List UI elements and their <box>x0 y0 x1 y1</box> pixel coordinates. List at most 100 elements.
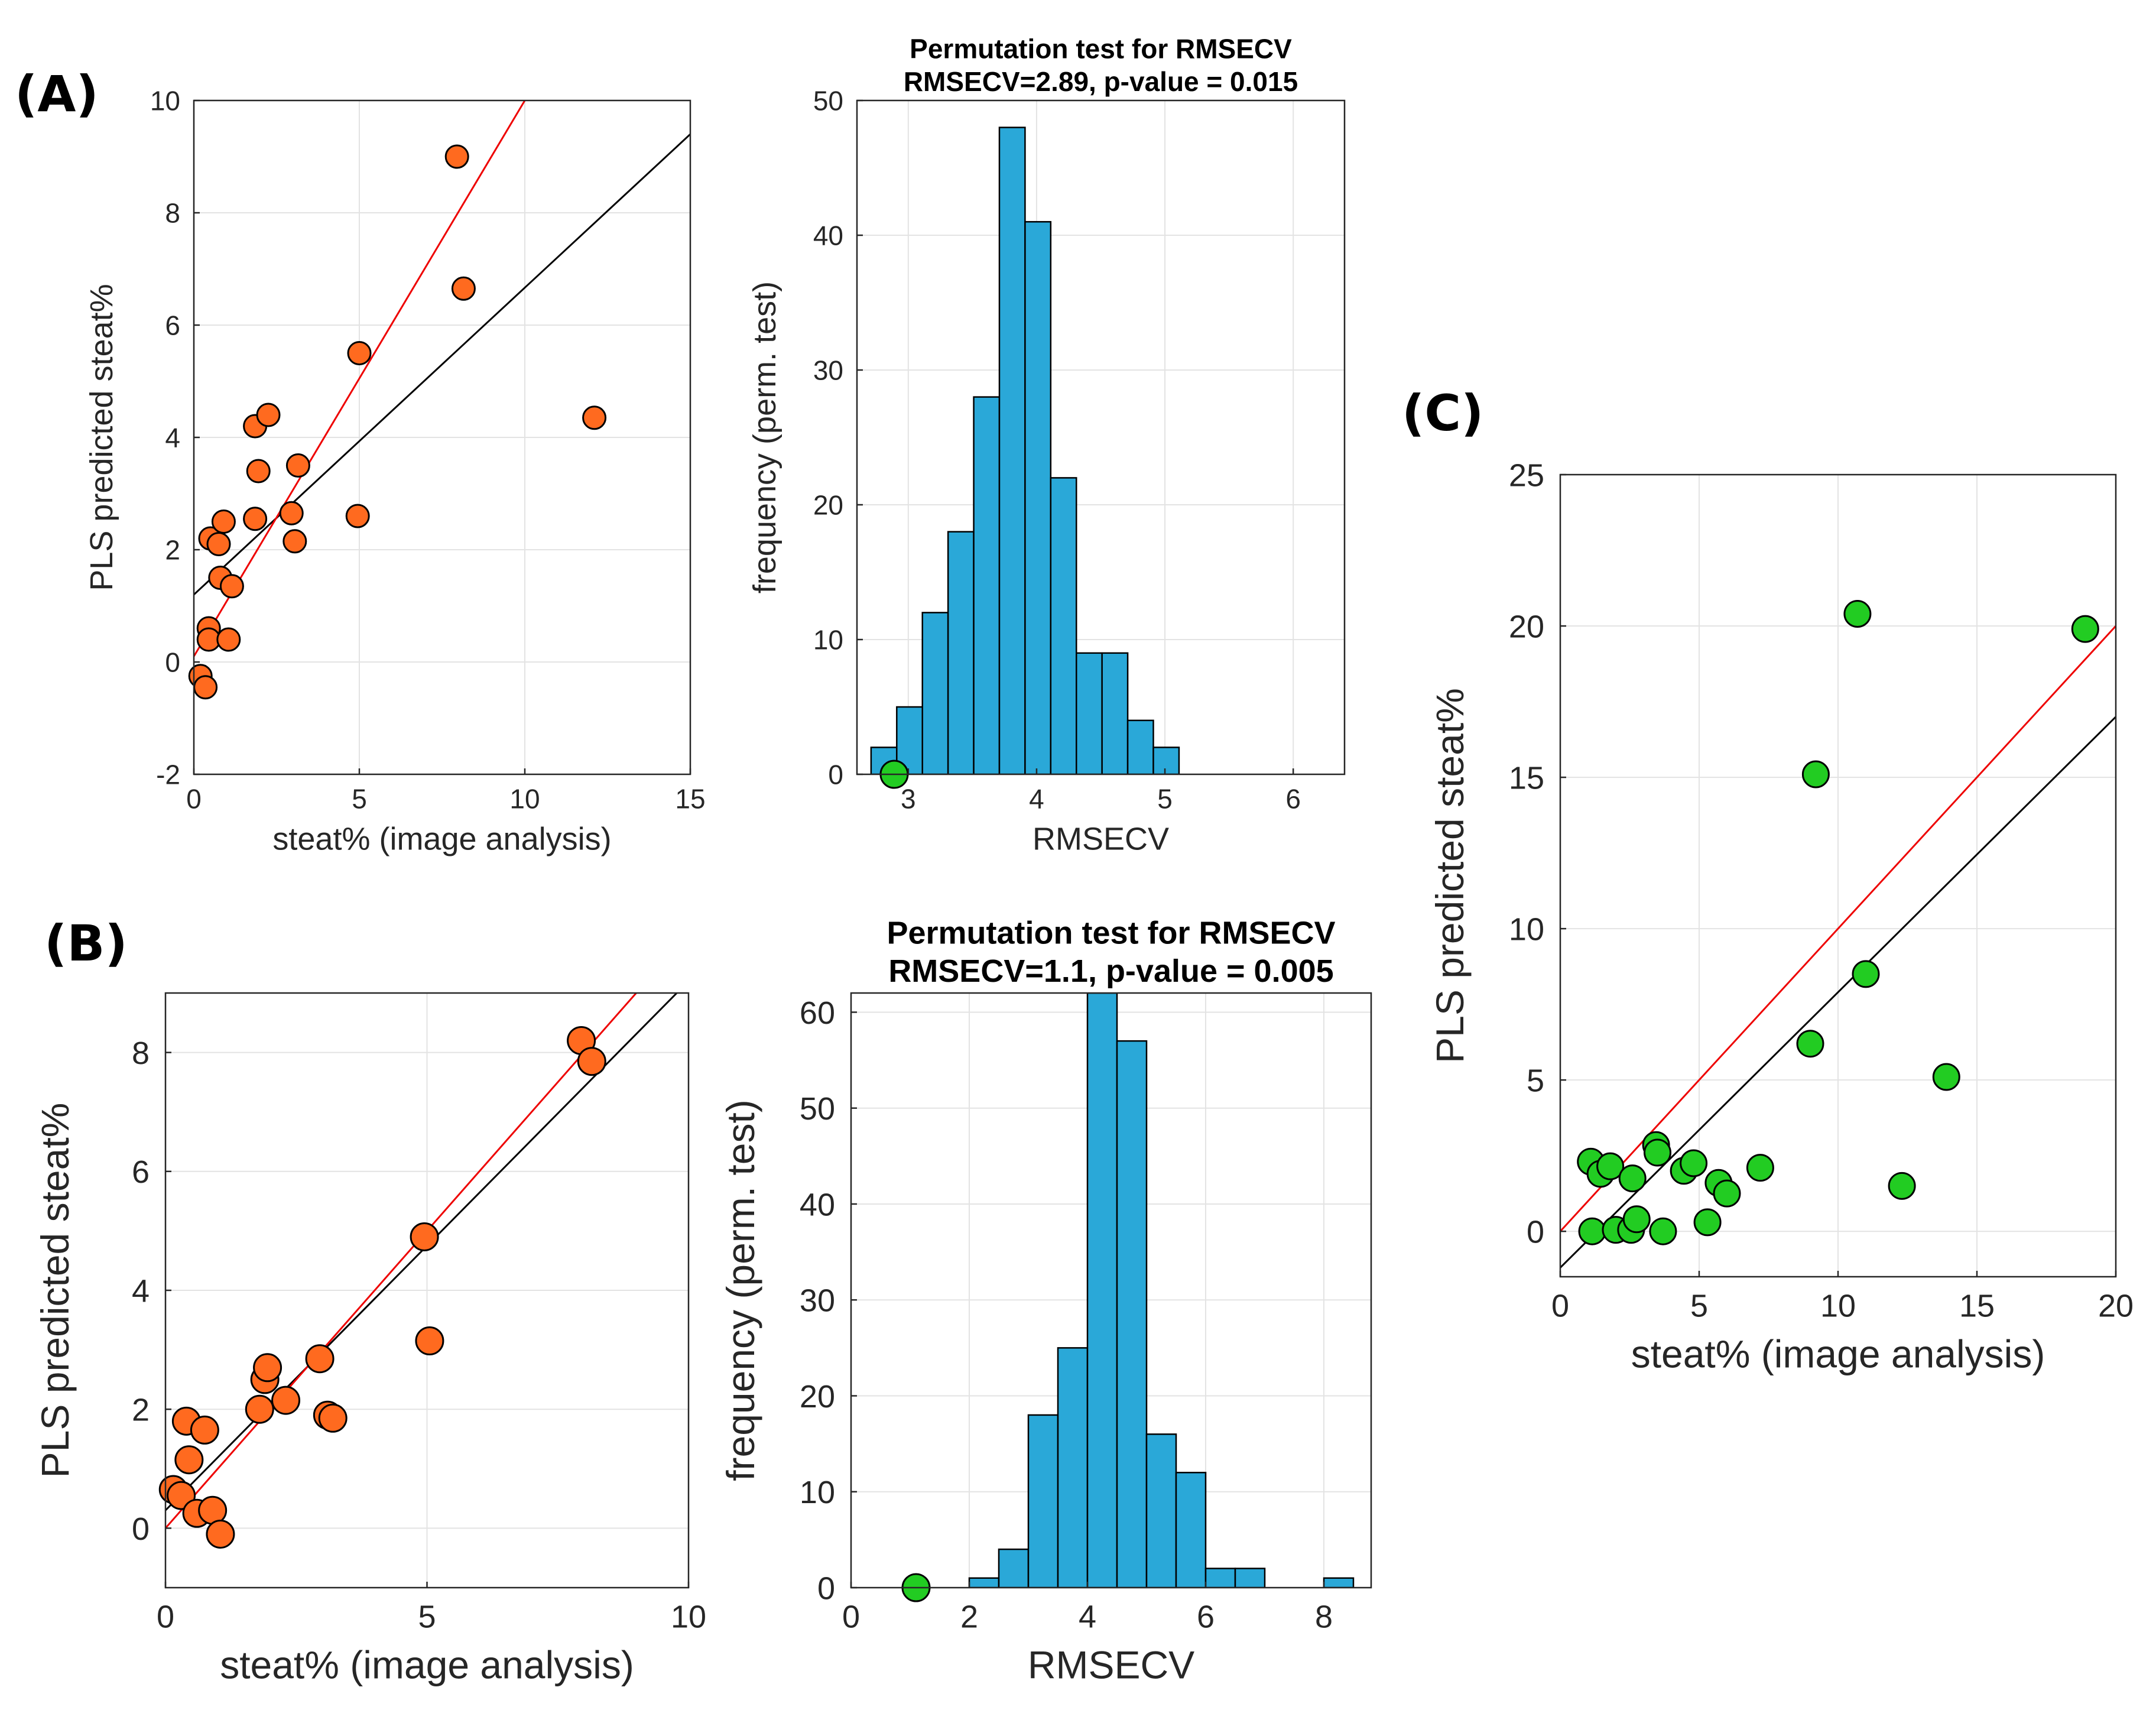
data-layer <box>968 993 1355 1588</box>
y-tick-label: 20 <box>800 1379 835 1414</box>
data-point <box>174 1445 204 1475</box>
histogram-bar <box>973 396 1001 774</box>
x-tick-label: 20 <box>2098 1289 2134 1324</box>
y-tick-label: 10 <box>800 1475 835 1510</box>
histogram-bar <box>1175 1472 1207 1588</box>
data-point <box>246 459 271 484</box>
panel-label-a: (A) <box>15 65 99 123</box>
x-axis-label: RMSECV <box>1028 1643 1194 1686</box>
chart-title: Permutation test for RMSECV <box>910 34 1292 64</box>
y-tick-label: 50 <box>800 1091 835 1127</box>
histogram-bar <box>947 531 975 774</box>
x-tick-label: 5 <box>418 1599 436 1635</box>
x-tick-label: 5 <box>1157 784 1173 815</box>
panel-label-b: (B) <box>44 914 128 972</box>
data-point <box>305 1344 335 1374</box>
data-point <box>1801 760 1830 789</box>
x-tick-label: 10 <box>671 1599 706 1635</box>
y-axis-label: PLS predicted steat% <box>84 284 119 590</box>
x-tick-label: 0 <box>157 1599 174 1635</box>
y-tick-label: 6 <box>132 1154 150 1190</box>
data-point <box>1746 1154 1774 1182</box>
y-tick-label: 8 <box>132 1036 150 1071</box>
y-tick-label: 0 <box>1527 1215 1544 1250</box>
data-point <box>193 675 218 700</box>
y-tick-label: 10 <box>1509 912 1544 948</box>
data-point <box>285 453 310 478</box>
data-point <box>243 507 268 531</box>
y-axis-label: frequency (perm. test) <box>719 1099 762 1481</box>
chart-title: Permutation test for RMSECV <box>887 915 1335 950</box>
y-tick-label: 0 <box>828 760 843 790</box>
histogram-bar <box>1076 652 1103 774</box>
data-point <box>1680 1149 1708 1177</box>
histogram-bar <box>1145 1433 1177 1588</box>
y-tick-label: 5 <box>1527 1063 1544 1099</box>
y-tick-label: 15 <box>1509 761 1544 796</box>
histogram-bar <box>1234 1568 1266 1588</box>
data-point <box>1578 1217 1606 1245</box>
data-point <box>1693 1208 1722 1237</box>
x-tick-label: 2 <box>960 1599 978 1635</box>
data-point <box>271 1385 301 1415</box>
identity-line <box>1560 716 2116 1268</box>
x-tick-label: 10 <box>1820 1289 1856 1324</box>
data-point <box>206 1519 235 1549</box>
data-point <box>582 405 607 430</box>
data-point <box>1596 1152 1625 1180</box>
y-tick-label: 2 <box>132 1393 150 1428</box>
data-point <box>1888 1172 1916 1200</box>
x-tick-label: 4 <box>1029 784 1044 815</box>
histogram-bar <box>1116 1040 1148 1588</box>
fit-line <box>194 100 526 657</box>
y-axis-label: frequency (perm. test) <box>747 281 782 593</box>
data-point <box>318 1403 348 1433</box>
histogram-bar <box>921 612 949 774</box>
data-point <box>253 1353 283 1383</box>
y-tick-label: 30 <box>800 1283 835 1319</box>
data-point <box>283 529 307 554</box>
x-tick-label: 5 <box>1690 1289 1708 1324</box>
x-tick-label: 0 <box>1551 1289 1569 1324</box>
x-axis-label: steat% (image analysis) <box>1631 1332 2045 1375</box>
data-point <box>1796 1030 1824 1058</box>
x-tick-label: 0 <box>842 1599 860 1635</box>
y-tick-label: 4 <box>165 423 180 453</box>
y-tick-label: 30 <box>813 355 843 386</box>
y-tick-label: 6 <box>165 310 180 341</box>
data-point <box>1618 1164 1647 1193</box>
y-tick-label: 0 <box>132 1511 150 1547</box>
data-layer <box>870 126 1180 774</box>
scatter-plot-c: 0 5 10 15 20 0 5 10 15 20 25 steat% (image analysis… <box>1428 457 2134 1375</box>
histogram-bar <box>1204 1568 1236 1588</box>
y-tick-label: 0 <box>165 647 180 678</box>
data-point <box>345 504 370 528</box>
data-point <box>211 510 236 534</box>
data-point <box>444 144 469 169</box>
y-tick-label: 0 <box>817 1571 835 1606</box>
x-tick-label: 15 <box>1959 1289 1995 1324</box>
histogram-bar <box>1057 1347 1089 1588</box>
y-axis-label: PLS predicted steat% <box>1428 688 1472 1063</box>
histogram-bar <box>1027 1414 1059 1588</box>
histogram-bar <box>1126 719 1154 774</box>
y-tick-label: 20 <box>1509 609 1544 644</box>
y-tick-label: 60 <box>800 995 835 1031</box>
y-tick-label: 40 <box>800 1187 835 1222</box>
x-tick-label: 3 <box>901 784 916 815</box>
x-tick-label: 5 <box>352 784 367 815</box>
x-tick-label: 15 <box>675 784 705 815</box>
data-point <box>279 501 304 525</box>
data-point <box>219 574 244 599</box>
y-tick-label: 25 <box>1509 457 1544 493</box>
panel-label-c: (C) <box>1402 384 1483 442</box>
scatter-plot-b: 0 5 10 0 2 4 6 8 steat% (image analysis) PLS pred… <box>33 992 706 1686</box>
data-point <box>347 341 372 365</box>
x-axis-label: RMSECV <box>1032 822 1169 857</box>
chart-subtitle: RMSECV=2.89, p-value = 0.015 <box>904 66 1298 97</box>
data-point <box>245 1394 274 1424</box>
x-tick-label: 10 <box>509 784 540 815</box>
data-point <box>410 1222 439 1251</box>
data-layer <box>194 100 690 657</box>
